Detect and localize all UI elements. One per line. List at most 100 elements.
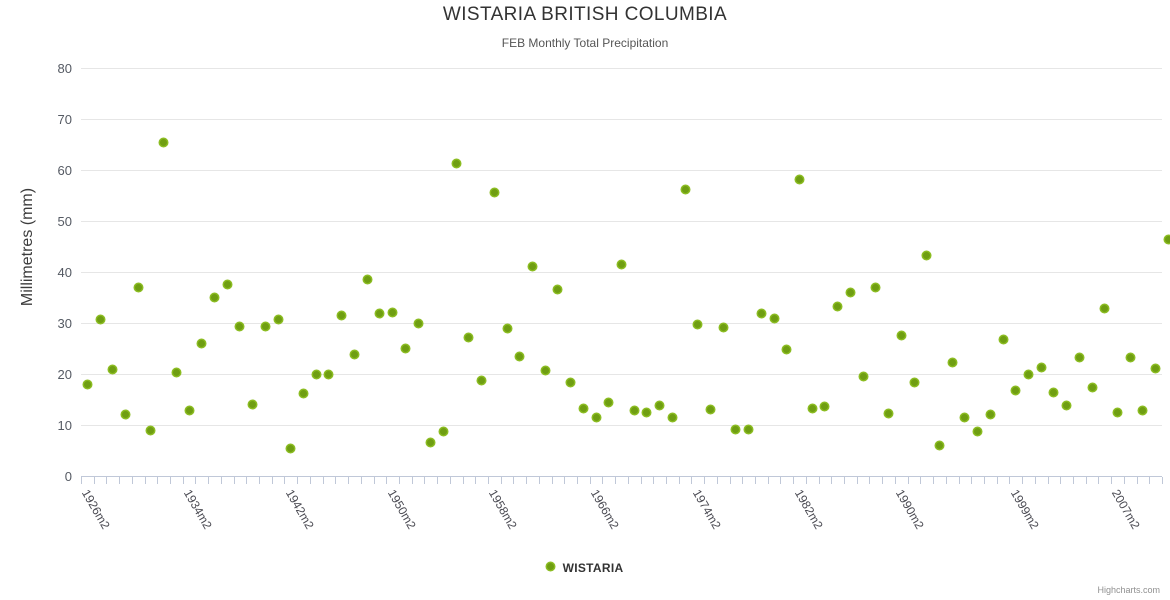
data-point[interactable] [211, 294, 219, 301]
data-point[interactable] [414, 319, 422, 327]
data-point[interactable] [1037, 363, 1045, 371]
data-point[interactable] [796, 176, 804, 184]
data-point[interactable] [910, 378, 918, 386]
data-point[interactable] [528, 263, 536, 271]
data-point[interactable] [630, 406, 638, 414]
data-point[interactable] [808, 405, 816, 413]
data-point[interactable] [261, 323, 269, 331]
data-point[interactable] [109, 365, 117, 373]
data-point[interactable] [147, 427, 155, 435]
data-point[interactable] [770, 315, 778, 323]
x-axis-tick [679, 477, 680, 484]
data-point[interactable] [923, 251, 931, 259]
data-point[interactable] [707, 405, 715, 413]
data-point[interactable] [1152, 364, 1160, 372]
data-point[interactable] [198, 340, 206, 348]
data-point[interactable] [846, 289, 854, 297]
data-point[interactable] [503, 325, 511, 333]
data-point[interactable] [974, 428, 982, 436]
data-point[interactable] [885, 409, 893, 417]
x-axis-tick-label: 1950m2 [384, 487, 419, 532]
data-point[interactable] [96, 316, 104, 324]
data-point[interactable] [300, 390, 308, 398]
data-point[interactable] [134, 283, 142, 291]
data-point[interactable] [1101, 305, 1109, 313]
data-point[interactable] [1075, 354, 1083, 362]
data-point[interactable] [439, 428, 447, 436]
gridline [81, 170, 1162, 171]
credits-link[interactable]: Highcharts.com [1097, 585, 1160, 595]
data-point[interactable] [236, 322, 244, 330]
data-point[interactable] [1088, 384, 1096, 392]
data-point[interactable] [172, 369, 180, 377]
x-axis-tick [488, 477, 489, 484]
data-point[interactable] [961, 413, 969, 421]
data-point[interactable] [287, 444, 295, 452]
data-point[interactable] [465, 333, 473, 341]
data-point[interactable] [821, 403, 829, 411]
data-point[interactable] [274, 316, 282, 324]
data-point[interactable] [1063, 401, 1071, 409]
data-point[interactable] [732, 425, 740, 433]
data-point[interactable] [935, 442, 943, 450]
data-point[interactable] [579, 404, 587, 412]
data-point[interactable] [516, 352, 524, 360]
data-point[interactable] [681, 185, 689, 193]
data-point[interactable] [999, 335, 1007, 343]
data-point[interactable] [757, 310, 765, 318]
gridline [81, 425, 1162, 426]
data-point[interactable] [834, 302, 842, 310]
data-point[interactable] [618, 261, 625, 269]
data-point[interactable] [948, 359, 956, 367]
data-point[interactable] [1012, 386, 1020, 394]
x-axis-tick [564, 477, 565, 484]
x-axis-tick [539, 477, 540, 484]
data-point[interactable] [1024, 370, 1032, 378]
data-point[interactable] [185, 406, 193, 414]
data-point[interactable] [1126, 354, 1134, 362]
data-point[interactable] [554, 285, 562, 293]
data-point[interactable] [478, 376, 486, 384]
x-axis-tick [755, 477, 756, 484]
data-point[interactable] [592, 414, 600, 422]
y-axis-tick-label: 40 [57, 265, 72, 280]
data-point[interactable] [541, 366, 549, 374]
data-point[interactable] [338, 311, 346, 319]
data-point[interactable] [1164, 236, 1170, 244]
data-point[interactable] [783, 345, 791, 353]
data-point[interactable] [83, 380, 91, 388]
data-point[interactable] [160, 139, 168, 147]
data-point[interactable] [668, 414, 676, 422]
data-point[interactable] [401, 345, 409, 352]
data-point[interactable] [605, 398, 613, 406]
data-point[interactable] [897, 332, 905, 340]
x-axis-tick [653, 477, 654, 484]
data-point[interactable] [363, 276, 371, 284]
data-point[interactable] [1113, 408, 1121, 416]
legend-item-wistaria[interactable]: WISTARIA [546, 560, 624, 575]
data-point[interactable] [694, 320, 702, 328]
x-axis-line [81, 476, 1162, 477]
data-point[interactable] [249, 401, 257, 409]
data-point[interactable] [719, 323, 727, 331]
data-point[interactable] [986, 410, 994, 418]
data-point[interactable] [872, 284, 880, 292]
data-point[interactable] [1050, 389, 1058, 397]
data-point[interactable] [223, 281, 231, 289]
data-point[interactable] [325, 371, 333, 378]
x-axis-tick [1022, 477, 1023, 484]
data-point[interactable] [312, 370, 320, 378]
data-point[interactable] [745, 425, 753, 433]
data-point[interactable] [376, 309, 384, 317]
data-point[interactable] [567, 379, 575, 387]
data-point[interactable] [859, 373, 867, 381]
data-point[interactable] [1139, 406, 1147, 414]
data-point[interactable] [350, 351, 358, 359]
data-point[interactable] [452, 160, 460, 168]
data-point[interactable] [656, 401, 664, 409]
data-point[interactable] [122, 411, 129, 419]
data-point[interactable] [427, 439, 435, 447]
data-point[interactable] [490, 188, 498, 196]
data-point[interactable] [643, 409, 651, 417]
data-point[interactable] [389, 309, 397, 317]
